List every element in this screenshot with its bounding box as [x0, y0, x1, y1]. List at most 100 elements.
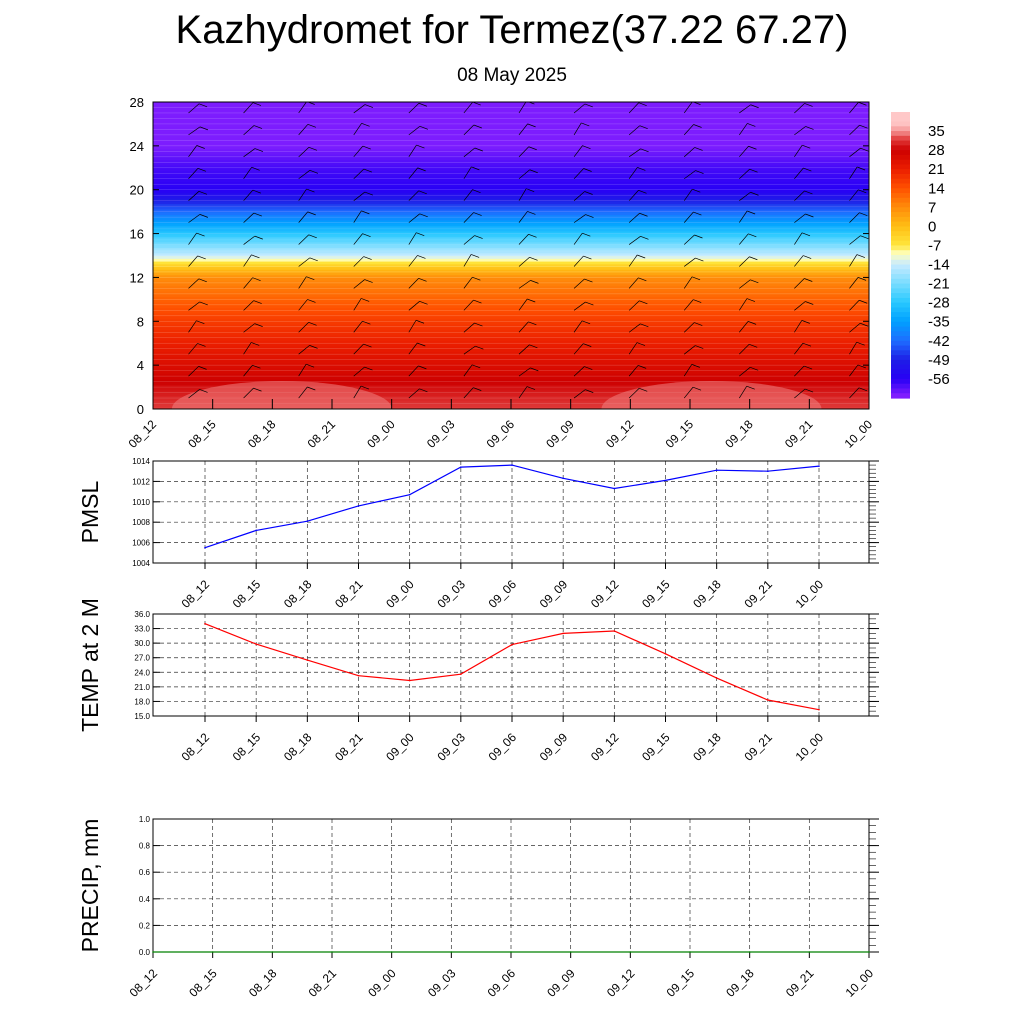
x-tick-label: 08_15 [230, 730, 264, 764]
wind-barb [408, 190, 419, 201]
wind-barb-flag [747, 210, 756, 215]
wind-barb-flag [693, 124, 702, 128]
temperature-band [153, 299, 869, 303]
wind-barb-flag [309, 345, 318, 349]
x-tick-label: 09_06 [484, 417, 518, 451]
wind-barb [518, 169, 530, 180]
warm-surface-area [601, 381, 822, 409]
temperature-band [153, 329, 869, 333]
x-tick-label: 08_12 [179, 577, 213, 611]
wind-barb-flag [199, 389, 208, 393]
temperature-band [153, 282, 869, 287]
x-tick-label: 09_12 [588, 730, 622, 764]
wind-barb [188, 168, 199, 179]
x-tick-label: 08_21 [305, 417, 339, 451]
wind-barb-flag [583, 255, 592, 260]
temperature-band [153, 356, 869, 361]
colorbar-band [891, 116, 910, 123]
wind-barb-flag [475, 345, 484, 350]
wind-barb [243, 387, 254, 399]
y-tick-label: 1010 [132, 498, 150, 507]
temperature-band [153, 186, 869, 191]
cross-section-panel: 0 4 8 12 16 20 24 28 08_12 08_15 08_18 08_21 09_00 09… [126, 95, 876, 451]
y-tick-label: 0.8 [139, 842, 151, 851]
colorbar-band [891, 326, 910, 332]
temperature-band [153, 351, 869, 355]
wind-barb [243, 102, 254, 114]
wind-barb [188, 145, 198, 158]
wind-barb-flag [804, 388, 814, 393]
wind-barb [794, 320, 803, 333]
wind-barb [628, 236, 641, 245]
wind-barb-flag [857, 364, 867, 369]
wind-barb [628, 388, 640, 399]
wind-barb [188, 255, 198, 267]
wind-barb-flag [307, 386, 316, 391]
wind-barb-flag [471, 254, 480, 258]
wind-barb-flag [416, 232, 425, 236]
temperature-band [153, 310, 869, 314]
wind-barb-flag [251, 342, 260, 346]
wind-barb-flag [637, 167, 646, 171]
wind-barb-flag [584, 278, 593, 283]
wind-barb [463, 235, 475, 245]
temperature-band [153, 143, 869, 147]
temperature-band [153, 334, 869, 339]
wind-barb [683, 102, 693, 114]
temperature-band [153, 134, 869, 139]
wind-barb-flag [361, 210, 370, 215]
colorbar-band [891, 221, 910, 227]
wind-barb [463, 124, 475, 136]
data-point [689, 951, 691, 953]
colorbar-band [891, 336, 910, 342]
wind-barb-flag [858, 102, 867, 106]
y-tick-label: 36.0 [134, 610, 150, 619]
wind-barb-flag [418, 190, 427, 195]
colorbar-band [891, 193, 910, 199]
temperature-band [153, 376, 869, 380]
wind-barb [628, 212, 640, 223]
colorbar-label: -21 [928, 276, 950, 293]
wind-barb-flag [197, 168, 207, 172]
colorbar-band [891, 255, 910, 261]
wind-barb [298, 170, 311, 180]
wind-barb-flag [856, 166, 866, 171]
wind-barb-flag [801, 320, 810, 324]
temperature-band [153, 170, 869, 174]
wind-barb [573, 233, 583, 245]
wind-barb [573, 366, 585, 377]
temperature-band [153, 304, 869, 309]
wind-barb [739, 210, 748, 223]
wind-barb [683, 147, 695, 158]
x-tick-label: 10_00 [842, 417, 876, 451]
x-tick-label: 09_21 [741, 730, 775, 764]
wind-barb-flag [693, 211, 702, 216]
wind-barb [518, 234, 529, 245]
colorbar-band [891, 112, 910, 118]
temperature-band [153, 378, 869, 383]
data-point [664, 479, 667, 482]
wind-barb-flag [583, 168, 592, 172]
wind-barb [794, 190, 805, 201]
temperature-band [153, 247, 869, 251]
y-tick-label: 4 [137, 358, 144, 373]
temperature-band [153, 178, 869, 183]
wind-barb [739, 191, 751, 201]
y-tick-label: 27.0 [134, 654, 150, 663]
wind-barb-flag [474, 235, 483, 239]
data-point [204, 546, 206, 549]
wind-barb-flag [309, 169, 318, 174]
wind-barb-flag [254, 148, 264, 152]
wind-barb-flag [360, 385, 370, 390]
wind-barb [573, 191, 585, 201]
y-tick-label: 0.6 [139, 868, 151, 877]
wind-barb [683, 189, 693, 201]
wind-barb [628, 167, 638, 179]
wind-barb [463, 189, 473, 201]
wind-barb [849, 341, 857, 355]
temperature-band [153, 132, 869, 136]
wind-barb [628, 300, 640, 311]
wind-barb-flag [804, 278, 813, 282]
temperature-band [153, 291, 869, 295]
wind-barb [408, 167, 418, 179]
